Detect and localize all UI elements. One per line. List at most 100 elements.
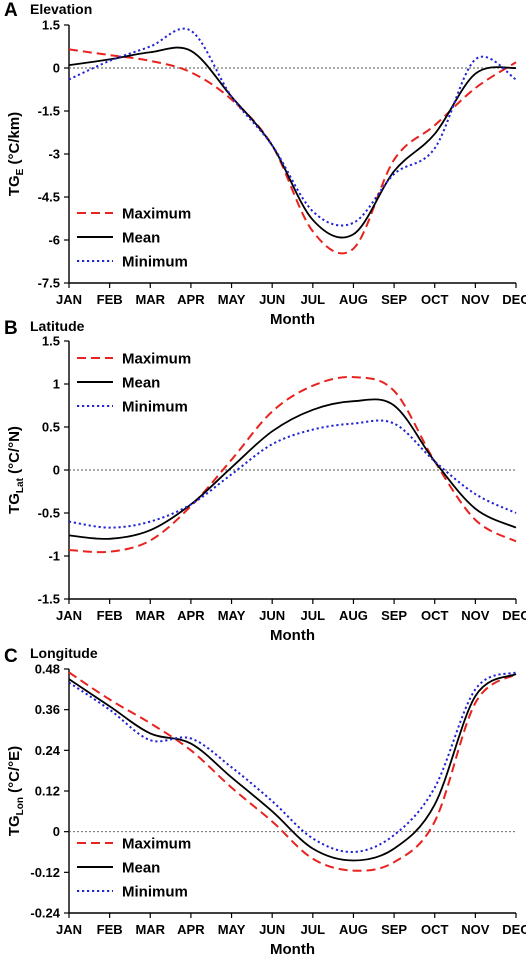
x-tick-label: DEC	[502, 292, 526, 307]
y-axis-label-unit: (°C/°N)	[6, 426, 23, 478]
y-axis-label-unit: (°C/km)	[6, 112, 23, 169]
y-tick-label: 0	[53, 463, 60, 478]
x-tick-label: AUG	[339, 292, 368, 307]
x-tick-label: NOV	[461, 608, 490, 623]
x-tick-label: MAY	[218, 608, 246, 623]
x-tick-label: JUN	[259, 608, 285, 623]
y-tick-label: 1.5	[42, 334, 60, 349]
y-axis-label-main: TG	[6, 175, 23, 196]
panel-title: Elevation	[30, 1, 92, 17]
legend-label-maximum: Maximum	[122, 206, 191, 223]
legend-label-minimum: Minimum	[122, 254, 188, 271]
y-tick-label: -1.5	[38, 592, 60, 607]
x-tick-label: APR	[177, 608, 205, 623]
y-axis-label: TGLat (°C/°N)	[6, 426, 26, 514]
y-tick-label: -0.24	[30, 906, 60, 921]
x-tick-label: OCT	[421, 292, 449, 307]
x-tick-label: FEB	[97, 922, 123, 937]
y-tick-label: 1	[53, 377, 60, 392]
y-tick-label: -6	[48, 233, 60, 248]
x-tick-label: SEP	[381, 608, 407, 623]
legend-label-minimum: Minimum	[122, 399, 188, 416]
legend-label-mean: Mean	[122, 375, 160, 392]
series-line-minimum	[68, 27, 517, 227]
series-line-mean	[68, 673, 517, 862]
x-tick-label: OCT	[421, 922, 449, 937]
y-axis-label: TGE (°C/km)	[6, 112, 26, 196]
x-tick-label: MAY	[218, 922, 246, 937]
x-tick-label: APR	[177, 292, 205, 307]
y-tick-label: -7.5	[38, 276, 60, 291]
x-tick-label: SEP	[381, 292, 407, 307]
series-line-mean	[68, 46, 517, 239]
panel-label: C	[4, 646, 18, 667]
x-tick-label: AUG	[339, 922, 368, 937]
x-tick-label: JUL	[301, 292, 326, 307]
y-axis-label: TGLon (°C/°E)	[6, 746, 26, 836]
y-tick-label: 0.5	[42, 420, 60, 435]
x-tick-label: FEB	[97, 292, 123, 307]
y-tick-label: -1.5	[38, 104, 60, 119]
series-line-maximum	[68, 48, 517, 255]
x-tick-label: APR	[177, 922, 205, 937]
x-tick-label: JUN	[259, 292, 285, 307]
series-line-minimum	[68, 419, 517, 529]
x-tick-label: FEB	[97, 608, 123, 623]
y-tick-label: -0.12	[30, 865, 60, 880]
x-tick-label: JUN	[259, 922, 285, 937]
panel-label: A	[4, 0, 18, 21]
y-tick-label: 0.12	[35, 784, 60, 799]
y-axis-label-unit: (°C/°E)	[6, 746, 23, 797]
y-tick-label: 0.24	[35, 743, 61, 758]
x-tick-label: SEP	[381, 922, 407, 937]
x-axis-label: Month	[270, 627, 315, 644]
y-tick-label: 0.48	[35, 662, 60, 677]
y-axis-label-main: TG	[6, 493, 23, 514]
legend-label-maximum: Maximum	[122, 351, 191, 368]
y-tick-label: -3	[48, 147, 60, 162]
y-tick-label: 0	[53, 61, 60, 76]
x-tick-label: DEC	[502, 922, 526, 937]
y-axis-label-main: TG	[6, 815, 23, 836]
legend-label-minimum: Minimum	[122, 884, 188, 901]
y-axis-label-subscript: Lon	[15, 797, 26, 815]
legend-label-mean: Mean	[122, 860, 160, 877]
x-tick-label: JUL	[301, 922, 326, 937]
legend-label-mean: Mean	[122, 230, 160, 247]
x-axis-label: Month	[270, 941, 315, 958]
panel-label: B	[4, 318, 18, 339]
x-tick-label: OCT	[421, 608, 449, 623]
x-tick-label: JUL	[301, 608, 326, 623]
panel-title: Latitude	[30, 318, 85, 334]
x-tick-label: JAN	[56, 922, 82, 937]
x-tick-label: AUG	[339, 608, 368, 623]
y-tick-label: -4.5	[38, 190, 60, 205]
x-tick-label: JAN	[56, 292, 82, 307]
legend-label-maximum: Maximum	[122, 836, 191, 853]
series-line-mean	[68, 398, 517, 540]
y-tick-label: 1.5	[42, 18, 60, 33]
y-tick-label: 0.36	[35, 702, 60, 717]
series-line-maximum	[68, 376, 517, 554]
y-axis-label-subscript: E	[15, 168, 26, 175]
x-tick-label: NOV	[461, 292, 490, 307]
y-tick-label: 0	[53, 824, 60, 839]
y-tick-label: -0.5	[38, 506, 60, 521]
y-tick-label: -1	[48, 549, 60, 564]
x-tick-label: MAR	[135, 608, 165, 623]
y-axis-label-subscript: Lat	[15, 477, 26, 493]
x-tick-label: MAY	[218, 292, 246, 307]
x-tick-label: NOV	[461, 922, 490, 937]
x-tick-label: MAR	[135, 922, 165, 937]
x-axis-label: Month	[270, 311, 315, 328]
x-tick-label: MAR	[135, 292, 165, 307]
series-line-minimum	[68, 671, 517, 854]
x-tick-label: JAN	[56, 608, 82, 623]
x-tick-label: DEC	[502, 608, 526, 623]
panel-title: Longitude	[30, 645, 98, 661]
series-line-maximum	[68, 671, 517, 872]
